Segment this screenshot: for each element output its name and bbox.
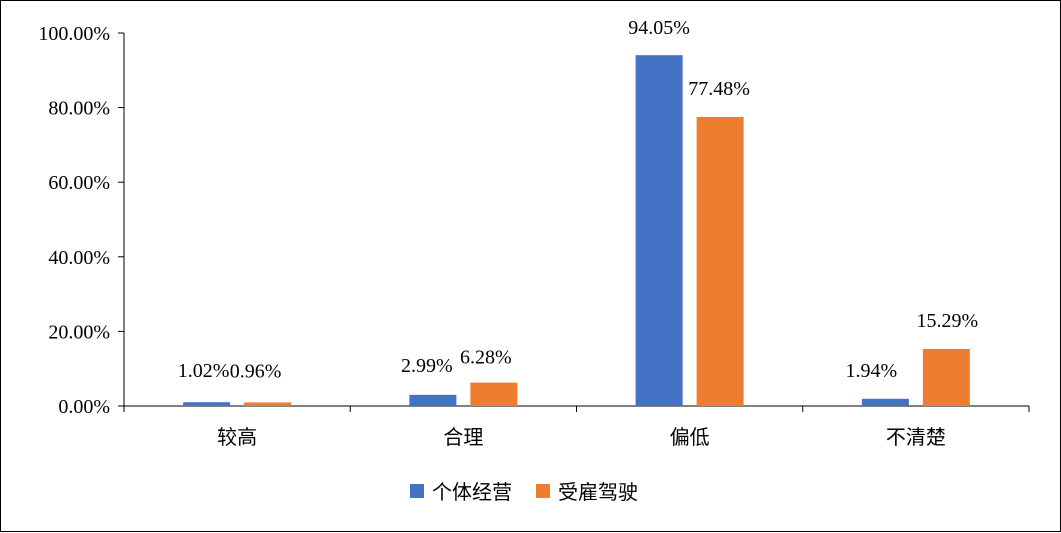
legend: 个体经营 受雇驾驶 (410, 480, 638, 504)
x-axis-categories: 较高 合理 偏低 不清楚 (123, 406, 1030, 449)
y-tick-label: 80.00% (48, 98, 110, 120)
bar (696, 116, 744, 406)
data-label: 1.94% (846, 360, 898, 382)
y-axis-ticks: 0.00% 20.00% 40.00% 60.00% 80.00% 100.00% (38, 23, 124, 418)
x-category-label: 偏低 (670, 425, 710, 449)
bar (861, 398, 909, 406)
legend-swatch (536, 484, 550, 498)
y-tick-label: 100.00% (38, 23, 110, 45)
x-category-label: 合理 (443, 425, 483, 449)
data-label: 94.05% (628, 17, 690, 39)
data-label: 77.48% (688, 78, 750, 100)
y-tick-label: 40.00% (48, 247, 110, 269)
bar (635, 55, 683, 406)
bar (409, 394, 457, 406)
legend-label: 受雇驾驶 (558, 480, 638, 504)
x-category-label: 较高 (217, 425, 257, 449)
legend-label: 个体经营 (432, 480, 512, 504)
data-label: 0.96% (230, 360, 282, 382)
data-label: 6.28% (460, 347, 512, 369)
bar (183, 402, 231, 406)
legend-swatch (410, 484, 424, 498)
bar (470, 382, 518, 406)
bar (244, 402, 292, 406)
data-labels: 1.02% 0.96% 2.99% 6.28% 94.05% 77.48% 1.94% 15.… (178, 17, 978, 382)
data-label: 2.99% (401, 355, 453, 377)
y-tick-label: 60.00% (48, 172, 110, 194)
bars (183, 55, 970, 406)
axes (123, 33, 1029, 407)
bar (922, 348, 970, 406)
data-label: 15.29% (917, 310, 979, 332)
y-tick-label: 20.00% (48, 321, 110, 343)
data-label: 1.02% (178, 360, 230, 382)
x-category-label: 不清楚 (886, 425, 946, 449)
y-tick-label: 0.00% (58, 396, 110, 418)
